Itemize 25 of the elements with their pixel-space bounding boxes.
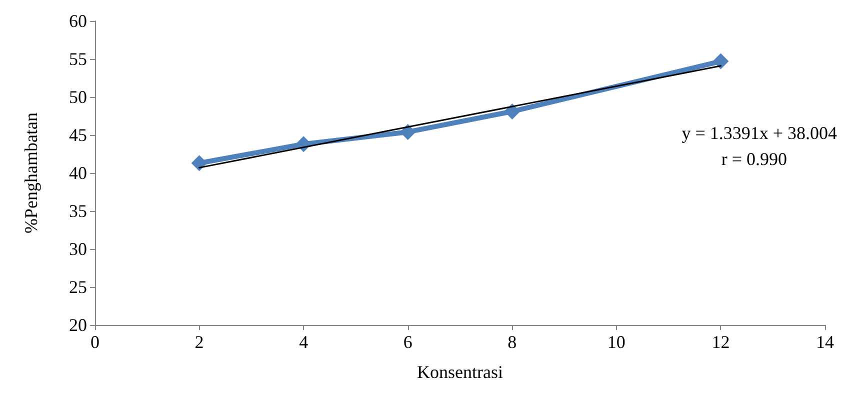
y-tick-label: 50	[69, 87, 87, 107]
y-tick-label: 35	[69, 201, 87, 221]
y-tick-label: 40	[69, 163, 87, 183]
x-tick-label: 6	[403, 332, 412, 352]
x-tick-label: 2	[194, 332, 204, 352]
point	[191, 155, 208, 172]
x-tick-label: 4	[299, 332, 308, 352]
y-tick-label: 45	[69, 125, 87, 145]
y-tick-label: 25	[69, 277, 87, 297]
y-axis-title: %Penghambatan	[21, 112, 41, 234]
y-tick-label: 20	[69, 315, 87, 335]
x-tick-label: 14	[816, 332, 834, 352]
x-axis-title: Konsentrasi	[417, 362, 503, 382]
point	[504, 103, 520, 120]
x-tick-label: 12	[712, 332, 730, 352]
annotation: r = 0.990	[721, 149, 788, 169]
point	[712, 53, 729, 70]
y-tick-label: 30	[69, 239, 87, 259]
y-tick-label: 60	[69, 11, 87, 31]
x-tick-label: 8	[508, 332, 517, 352]
x-tick-label: 10	[607, 332, 626, 352]
x-tick-label: 0	[90, 332, 100, 352]
point	[400, 124, 416, 140]
annotation: y = 1.3391x + 38.004	[682, 123, 838, 143]
y-tick-label: 55	[69, 49, 87, 69]
